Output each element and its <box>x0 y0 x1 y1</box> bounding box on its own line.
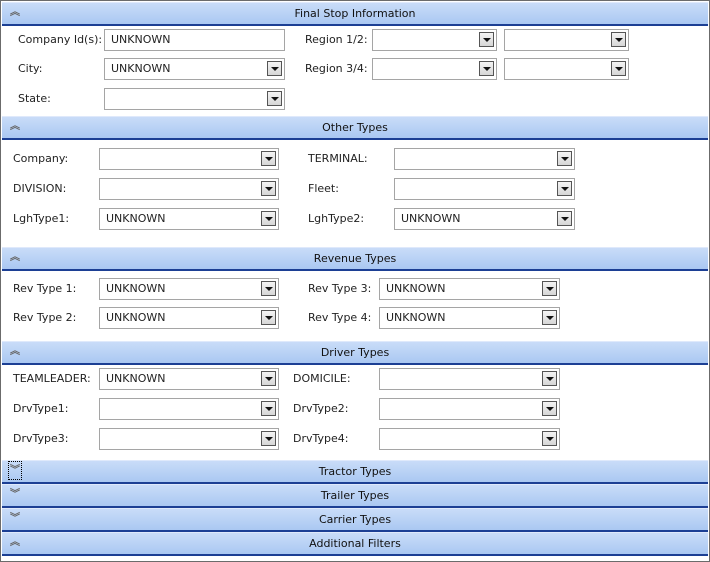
field-value: UNKNOWN <box>386 282 446 295</box>
dropdown-arrow-icon[interactable] <box>261 181 276 196</box>
division-select[interactable] <box>99 178 279 200</box>
city-select[interactable]: UNKNOWN <box>104 58 285 80</box>
section-header-driver-types[interactable]: ︽ Driver Types <box>2 341 708 365</box>
field-label-drvtype1: DrvType1: <box>13 402 69 415</box>
field-label-company: Company: <box>13 152 69 165</box>
field-label-rev-type-4: Rev Type 4: <box>308 311 372 324</box>
dropdown-arrow-icon[interactable] <box>557 151 572 166</box>
section-header-revenue-types[interactable]: ︽ Revenue Types <box>2 247 708 271</box>
field-label-division: DIVISION: <box>13 182 67 195</box>
double-chevron-up-icon[interactable]: ︽ <box>10 346 20 357</box>
section-header-carrier-types[interactable]: ︾ Carrier Types <box>2 508 708 532</box>
field-value: UNKNOWN <box>106 212 166 225</box>
section-header-other-types[interactable]: ︽ Other Types <box>2 116 708 140</box>
region-1-2-select-1[interactable] <box>372 29 497 51</box>
fleet-select[interactable] <box>394 178 575 200</box>
dropdown-arrow-icon[interactable] <box>267 91 282 106</box>
company-id-s-input[interactable]: UNKNOWN <box>104 29 285 51</box>
drvtype2-select[interactable] <box>379 398 560 420</box>
dropdown-arrow-icon[interactable] <box>557 181 572 196</box>
drvtype1-select[interactable] <box>99 398 279 420</box>
state-select[interactable] <box>104 88 285 110</box>
dropdown-arrow-icon[interactable] <box>542 371 557 386</box>
field-label-lghtype1: LghType1: <box>13 212 70 225</box>
double-chevron-down-icon[interactable]: ︾ <box>10 489 20 500</box>
double-chevron-up-icon[interactable]: ︽ <box>10 537 20 548</box>
dropdown-arrow-icon[interactable] <box>557 211 572 226</box>
section-title: Final Stop Information <box>294 7 416 20</box>
dropdown-arrow-icon[interactable] <box>261 371 276 386</box>
dropdown-arrow-icon[interactable] <box>542 431 557 446</box>
region-1-2-select-2[interactable] <box>504 29 629 51</box>
dropdown-arrow-icon[interactable] <box>261 211 276 226</box>
dropdown-arrow-icon[interactable] <box>542 281 557 296</box>
field-label-fleet: Fleet: <box>308 182 339 195</box>
lghtype1-select[interactable]: UNKNOWN <box>99 208 279 230</box>
rev-type-1-select[interactable]: UNKNOWN <box>99 278 279 300</box>
field-label-domicile: DOMICILE: <box>293 372 351 385</box>
section-header-additional-filters[interactable]: ︽ Additional Filters <box>2 532 708 556</box>
field-label-state: State: <box>18 92 51 105</box>
company-select[interactable] <box>99 148 279 170</box>
dropdown-arrow-icon[interactable] <box>267 61 282 76</box>
domicile-select[interactable] <box>379 368 560 390</box>
lghtype2-select[interactable]: UNKNOWN <box>394 208 575 230</box>
field-label-drvtype2: DrvType2: <box>293 402 349 415</box>
field-label-teamleader: TEAMLEADER: <box>13 372 91 385</box>
region-3-4-select-2[interactable] <box>504 58 629 80</box>
drvtype3-select[interactable] <box>99 428 279 450</box>
field-value: UNKNOWN <box>401 212 461 225</box>
region-3-4-select-1[interactable] <box>372 58 497 80</box>
double-chevron-up-icon[interactable]: ︽ <box>10 252 20 263</box>
dropdown-arrow-icon[interactable] <box>479 32 494 47</box>
field-value: UNKNOWN <box>106 282 166 295</box>
field-value: UNKNOWN <box>111 33 171 46</box>
dropdown-arrow-icon[interactable] <box>261 401 276 416</box>
field-label-region-3-4: Region 3/4: <box>305 62 368 75</box>
double-chevron-up-icon[interactable]: ︽ <box>10 7 20 18</box>
field-value: UNKNOWN <box>106 372 166 385</box>
section-header-final-stop-information[interactable]: ︽ Final Stop Information <box>2 2 708 26</box>
drvtype4-select[interactable] <box>379 428 560 450</box>
rev-type-3-select[interactable]: UNKNOWN <box>379 278 560 300</box>
teamleader-select[interactable]: UNKNOWN <box>99 368 279 390</box>
field-label-rev-type-1: Rev Type 1: <box>13 282 77 295</box>
section-title: Trailer Types <box>320 489 390 502</box>
field-label-lghtype2: LghType2: <box>308 212 365 225</box>
double-chevron-down-icon[interactable]: ︾ <box>10 513 20 524</box>
section-title: Other Types <box>322 121 388 134</box>
field-label-region-1-2: Region 1/2: <box>305 33 368 46</box>
field-value: UNKNOWN <box>111 62 171 75</box>
section-header-trailer-types[interactable]: ︾ Trailer Types <box>2 484 708 508</box>
field-label-city: City: <box>18 62 43 75</box>
field-label-rev-type-3: Rev Type 3: <box>308 282 372 295</box>
dropdown-arrow-icon[interactable] <box>261 281 276 296</box>
field-value: UNKNOWN <box>106 311 166 324</box>
section-title: Revenue Types <box>313 252 397 265</box>
dropdown-arrow-icon[interactable] <box>611 32 626 47</box>
terminal-select[interactable] <box>394 148 575 170</box>
section-title: Driver Types <box>320 346 390 359</box>
field-value: UNKNOWN <box>386 311 446 324</box>
rev-type-2-select[interactable]: UNKNOWN <box>99 307 279 329</box>
dropdown-arrow-icon[interactable] <box>261 431 276 446</box>
field-label-rev-type-2: Rev Type 2: <box>13 311 77 324</box>
field-label-company-id-s: Company Id(s): <box>18 33 103 46</box>
section-title: Additional Filters <box>309 537 401 550</box>
dropdown-arrow-icon[interactable] <box>479 61 494 76</box>
double-chevron-down-icon[interactable]: ︾ <box>8 461 22 480</box>
dropdown-arrow-icon[interactable] <box>261 151 276 166</box>
dropdown-arrow-icon[interactable] <box>542 401 557 416</box>
dropdown-arrow-icon[interactable] <box>611 61 626 76</box>
section-title: Carrier Types <box>318 513 392 526</box>
field-label-drvtype3: DrvType3: <box>13 432 69 445</box>
dropdown-arrow-icon[interactable] <box>542 310 557 325</box>
double-chevron-up-icon[interactable]: ︽ <box>10 121 20 132</box>
section-title: Tractor Types <box>318 465 392 478</box>
field-label-terminal: TERMINAL: <box>308 152 368 165</box>
rev-type-4-select[interactable]: UNKNOWN <box>379 307 560 329</box>
section-header-tractor-types[interactable]: ︾ Tractor Types <box>2 460 708 484</box>
field-label-drvtype4: DrvType4: <box>293 432 349 445</box>
dropdown-arrow-icon[interactable] <box>261 310 276 325</box>
